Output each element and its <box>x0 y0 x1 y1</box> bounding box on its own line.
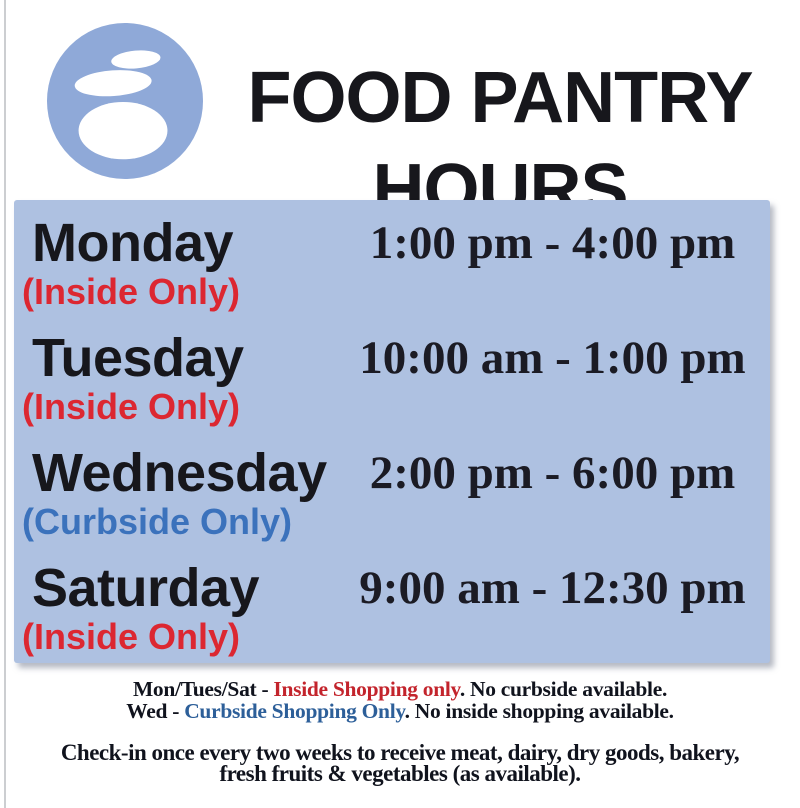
note1-highlight: Inside Shopping only <box>273 677 460 701</box>
day-hours: 10:00 am - 1:00 pm <box>359 332 746 384</box>
day-note: (Inside Only) <box>22 386 241 427</box>
shopping-note-line2: Wed - Curbside Shopping Only. No inside … <box>0 700 800 722</box>
schedule-row-tuesday: Tuesday (Inside Only) 10:00 am - 1:00 pm <box>22 328 770 427</box>
day-block: Saturday (Inside Only) <box>22 558 359 657</box>
day-note: (Inside Only) <box>22 271 241 312</box>
day-hours: 2:00 pm - 6:00 pm <box>369 447 736 499</box>
day-note: (Inside Only) <box>22 616 241 657</box>
day-block: Tuesday (Inside Only) <box>22 328 359 427</box>
note2-suffix: . No inside shopping available. <box>404 699 674 723</box>
day-label: Tuesday <box>32 328 244 388</box>
schedule-row-saturday: Saturday (Inside Only) 9:00 am - 12:30 p… <box>22 558 770 657</box>
day-label: Wednesday <box>32 443 327 503</box>
schedule-panel: Monday (Inside Only) 1:00 pm - 4:00 pm T… <box>14 200 770 663</box>
schedule-row-wednesday: Wednesday (Curbside Only) 2:00 pm - 6:00… <box>22 443 770 542</box>
checkin-line2: fresh fruits & vegetables (as available)… <box>219 761 581 786</box>
day-label: Monday <box>32 213 234 273</box>
day-note: (Curbside Only) <box>22 501 293 542</box>
checkin-line1: Check-in once every two weeks to receive… <box>60 740 740 765</box>
shopping-notes: Mon/Tues/Sat - Inside Shopping only. No … <box>0 678 800 722</box>
scan-edge-line <box>4 0 6 808</box>
checkin-info: Check-in once every two weeks to receive… <box>0 740 800 786</box>
day-hours: 1:00 pm - 4:00 pm <box>369 217 736 269</box>
page-title-line1: FOOD PANTRY <box>247 58 754 139</box>
day-label: Saturday <box>32 558 260 618</box>
note1-prefix: Mon/Tues/Sat - <box>132 677 274 701</box>
stacked-stones-logo-icon <box>46 22 204 180</box>
note2-highlight: Curbside Shopping Only <box>184 699 405 723</box>
shopping-note-line1: Mon/Tues/Sat - Inside Shopping only. No … <box>0 678 800 700</box>
note1-suffix: . No curbside available. <box>459 677 668 701</box>
schedule-row-monday: Monday (Inside Only) 1:00 pm - 4:00 pm <box>22 213 770 312</box>
note2-prefix: Wed - <box>126 699 185 723</box>
day-hours: 9:00 am - 12:30 pm <box>359 562 746 614</box>
day-block: Monday (Inside Only) <box>22 213 359 312</box>
logo-stone-top <box>111 50 161 69</box>
logo-stone-bottom <box>78 101 168 160</box>
logo-stone-middle <box>74 70 152 97</box>
day-block: Wednesday (Curbside Only) <box>22 443 359 542</box>
